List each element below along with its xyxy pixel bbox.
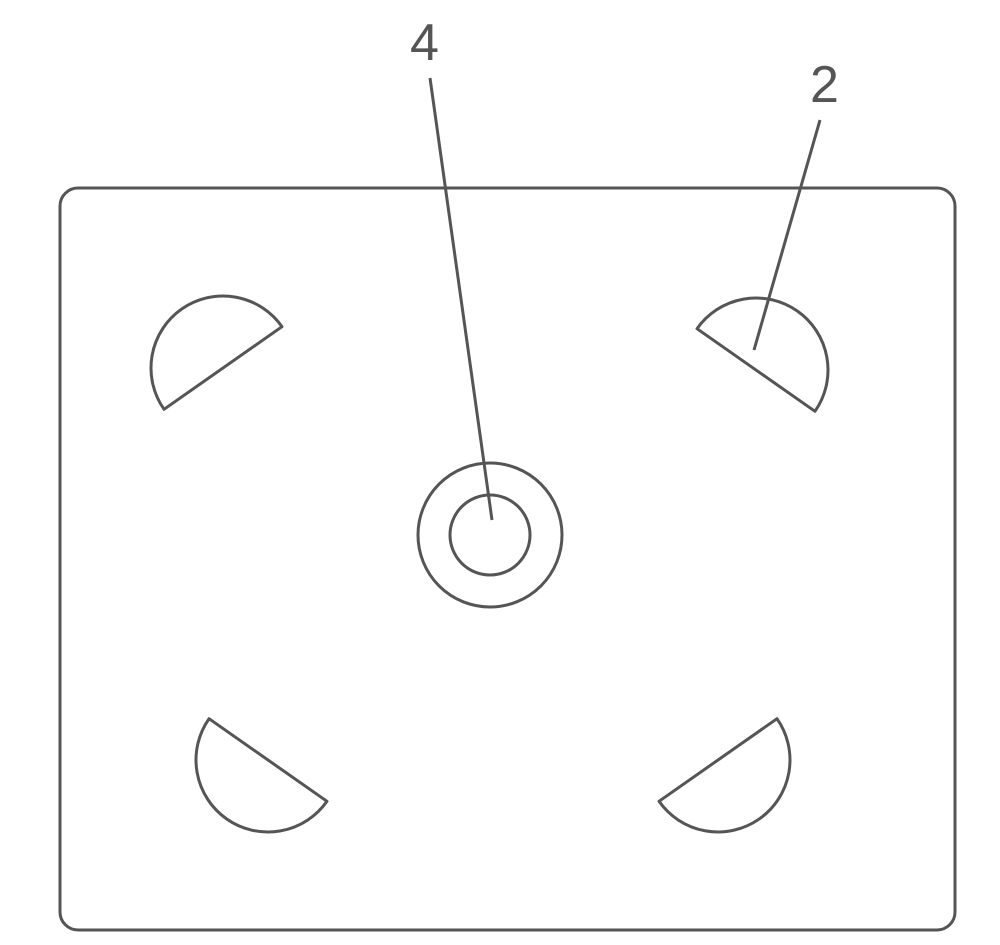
semicircle-2 [196, 719, 327, 832]
diagram-svg: 42 [0, 0, 1000, 945]
semicircle-0 [151, 296, 282, 409]
center-circle-outer [418, 463, 562, 607]
callout-line-4 [430, 78, 492, 520]
callout-line-2 [754, 120, 820, 350]
callout-label-2: 2 [810, 56, 839, 114]
semicircle-3 [659, 719, 790, 832]
callout-label-4: 4 [410, 14, 439, 72]
outer-frame [60, 188, 955, 930]
